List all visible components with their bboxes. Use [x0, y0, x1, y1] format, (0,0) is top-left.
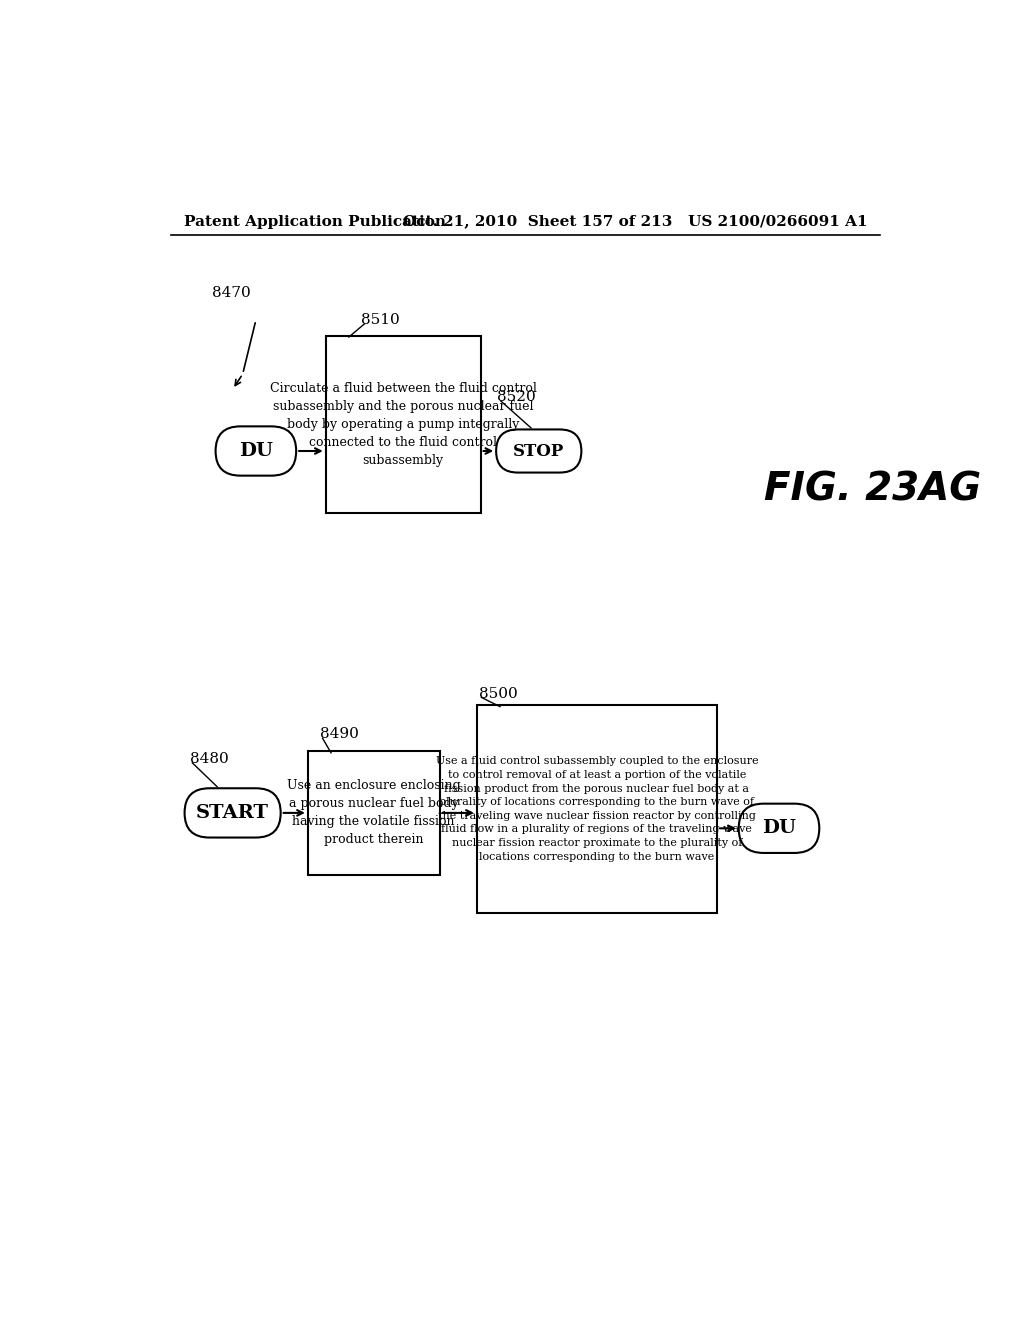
Text: Use a fluid control subassembly coupled to the enclosure
to control removal of a: Use a fluid control subassembly coupled …	[435, 756, 758, 862]
Text: DU: DU	[239, 442, 272, 459]
Text: Patent Application Publication: Patent Application Publication	[183, 215, 445, 228]
FancyBboxPatch shape	[184, 788, 281, 838]
Text: Oct. 21, 2010  Sheet 157 of 213   US 2100/0266091 A1: Oct. 21, 2010 Sheet 157 of 213 US 2100/0…	[403, 215, 867, 228]
Text: 8490: 8490	[321, 727, 359, 742]
Text: 8470: 8470	[212, 286, 251, 300]
Text: 8500: 8500	[479, 686, 518, 701]
FancyBboxPatch shape	[738, 804, 819, 853]
Text: 8510: 8510	[360, 313, 399, 327]
Text: FIG. 23AG: FIG. 23AG	[764, 470, 981, 508]
Text: START: START	[197, 804, 269, 822]
Text: DU: DU	[762, 820, 796, 837]
Text: Circulate a fluid between the fluid control
subassembly and the porous nuclear f: Circulate a fluid between the fluid cont…	[269, 381, 537, 466]
FancyBboxPatch shape	[216, 426, 296, 475]
Bar	[477, 705, 717, 913]
Text: Use an enclosure enclosing
a porous nuclear fuel body
having the volatile fissio: Use an enclosure enclosing a porous nucl…	[287, 779, 461, 846]
Text: 8520: 8520	[497, 391, 536, 404]
Text: STOP: STOP	[513, 442, 564, 459]
FancyBboxPatch shape	[496, 429, 582, 473]
Text: 8480: 8480	[190, 752, 228, 766]
Bar	[326, 335, 480, 512]
Bar	[308, 751, 439, 875]
